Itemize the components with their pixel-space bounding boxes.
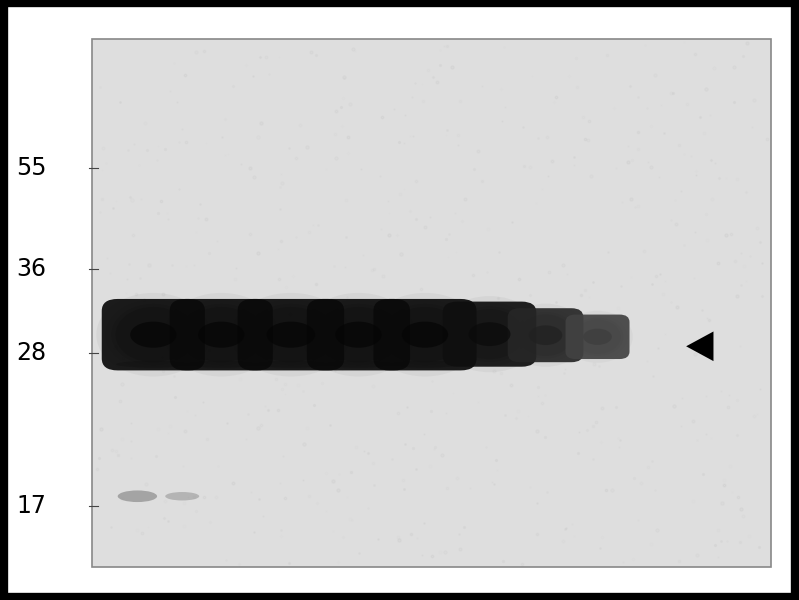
Text: 36: 36 <box>16 257 46 281</box>
Ellipse shape <box>320 307 396 362</box>
Ellipse shape <box>310 299 407 370</box>
Ellipse shape <box>336 322 382 348</box>
Ellipse shape <box>198 322 244 348</box>
Text: 17: 17 <box>17 494 46 518</box>
FancyBboxPatch shape <box>237 299 344 370</box>
Ellipse shape <box>451 306 527 362</box>
Ellipse shape <box>515 312 576 359</box>
Ellipse shape <box>455 309 523 359</box>
Ellipse shape <box>402 322 448 348</box>
Ellipse shape <box>247 304 335 365</box>
FancyBboxPatch shape <box>373 299 477 370</box>
Ellipse shape <box>383 304 467 365</box>
Ellipse shape <box>240 299 341 370</box>
FancyBboxPatch shape <box>507 308 583 362</box>
Ellipse shape <box>583 329 612 345</box>
Ellipse shape <box>116 361 191 368</box>
Ellipse shape <box>251 307 331 362</box>
FancyBboxPatch shape <box>307 299 410 370</box>
FancyBboxPatch shape <box>92 39 771 567</box>
Ellipse shape <box>179 304 264 365</box>
Ellipse shape <box>519 314 573 356</box>
Ellipse shape <box>184 307 259 362</box>
Ellipse shape <box>117 490 157 502</box>
Ellipse shape <box>388 307 463 362</box>
Ellipse shape <box>377 299 473 370</box>
FancyBboxPatch shape <box>566 314 630 359</box>
Ellipse shape <box>252 361 330 368</box>
Ellipse shape <box>316 304 400 365</box>
Ellipse shape <box>511 308 580 362</box>
Ellipse shape <box>529 325 562 345</box>
Polygon shape <box>686 331 714 361</box>
Ellipse shape <box>446 302 533 366</box>
FancyBboxPatch shape <box>443 302 536 367</box>
Ellipse shape <box>116 307 191 362</box>
Ellipse shape <box>468 322 511 346</box>
Text: 28: 28 <box>16 341 46 365</box>
Ellipse shape <box>267 322 315 348</box>
FancyBboxPatch shape <box>169 299 273 370</box>
Ellipse shape <box>568 315 627 359</box>
Ellipse shape <box>165 492 199 500</box>
Ellipse shape <box>130 322 177 348</box>
Ellipse shape <box>571 317 623 356</box>
Ellipse shape <box>173 299 269 370</box>
Ellipse shape <box>388 361 463 368</box>
FancyBboxPatch shape <box>101 299 205 370</box>
Ellipse shape <box>105 299 201 370</box>
Text: 55: 55 <box>16 157 46 181</box>
Ellipse shape <box>321 361 396 368</box>
Ellipse shape <box>184 361 259 368</box>
Ellipse shape <box>574 320 621 354</box>
Ellipse shape <box>111 304 196 365</box>
